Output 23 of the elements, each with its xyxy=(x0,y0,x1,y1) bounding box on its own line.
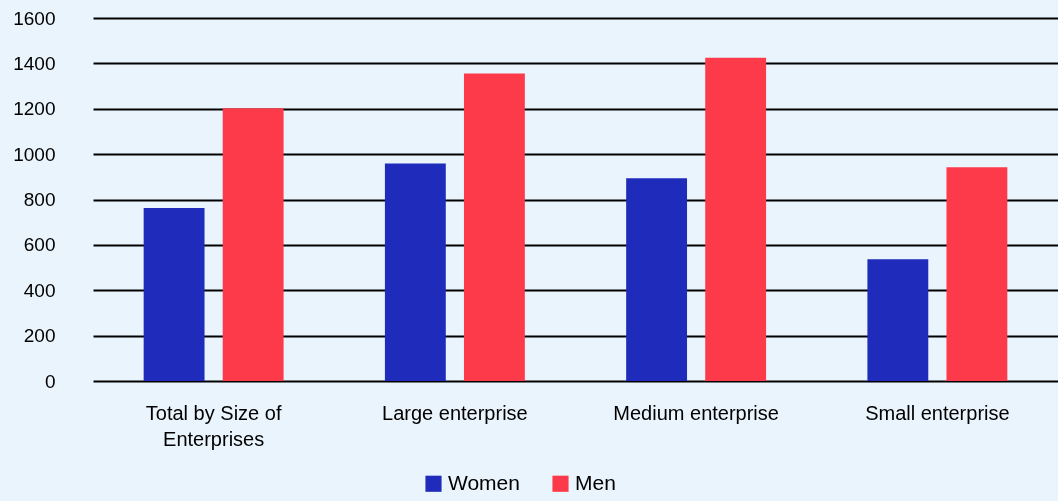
bar xyxy=(705,57,767,381)
x-tick-label: Large enterprise xyxy=(382,401,528,424)
legend-label: Women xyxy=(448,470,520,494)
y-tick-label: 1200 xyxy=(13,98,56,120)
y-tick-label: 400 xyxy=(23,279,56,301)
x-tick-label: Small enterprise xyxy=(865,401,1010,424)
y-tick-label: 600 xyxy=(23,234,56,256)
x-tick-label: Total by Size of Enterprises xyxy=(145,401,282,450)
bar xyxy=(867,259,929,381)
bar xyxy=(143,208,205,381)
bar xyxy=(463,73,525,381)
y-tick-label: 1400 xyxy=(13,52,56,74)
y-tick-label: 1000 xyxy=(13,143,56,165)
y-tick-label: 1600 xyxy=(13,7,56,29)
y-tick-label: 200 xyxy=(23,325,56,347)
y-tick-label: 800 xyxy=(23,189,56,210)
bar xyxy=(626,178,688,381)
x-tick-label: Medium enterprise xyxy=(613,401,779,424)
bar xyxy=(946,167,1008,381)
legend-label: Men xyxy=(575,470,616,494)
y-tick-label: 0 xyxy=(44,370,56,392)
bar xyxy=(384,163,446,381)
bar xyxy=(222,108,284,381)
